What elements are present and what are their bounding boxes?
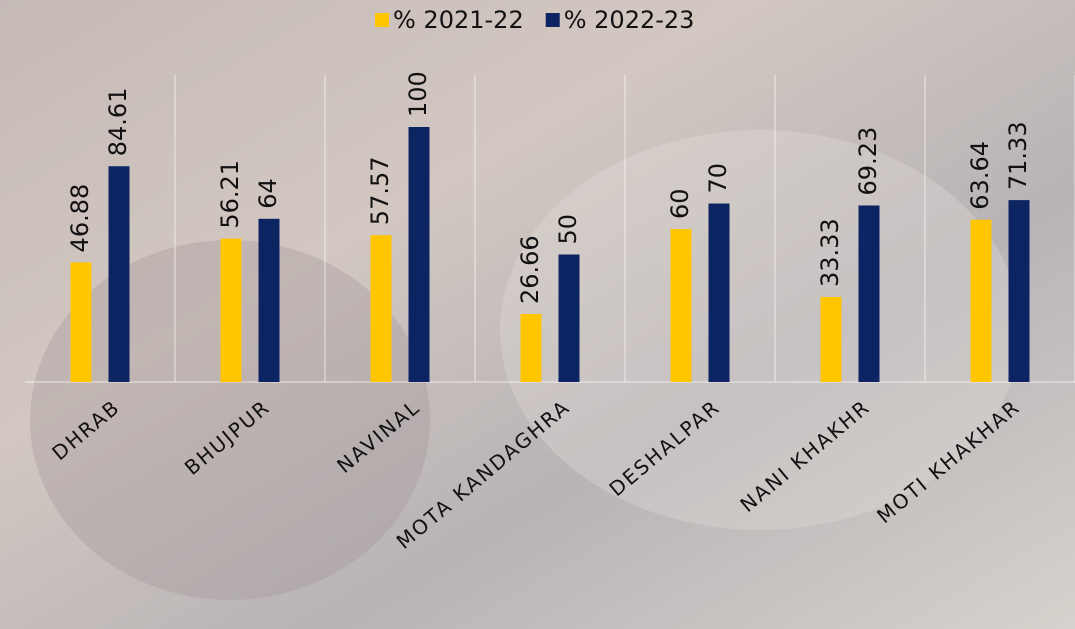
data-label: 50 (554, 214, 582, 245)
chart: % 2021-22% 2022-23 46.8884.61DHRAB56.216… (0, 0, 1075, 629)
data-label: 26.66 (516, 235, 544, 304)
bar (709, 204, 730, 383)
bar (559, 255, 580, 383)
legend-label: % 2021-22 (393, 6, 524, 34)
data-label: 69.23 (854, 127, 882, 196)
bar (259, 219, 280, 382)
data-label: 60 (666, 188, 694, 219)
bar (521, 314, 542, 382)
legend-swatch (546, 13, 560, 27)
bar (671, 229, 692, 382)
bar (221, 239, 242, 382)
page: {"chart_data": {"type": "bar", "categori… (0, 0, 1075, 629)
data-label: 33.33 (816, 218, 844, 287)
bar (859, 205, 880, 382)
data-label: 84.61 (104, 88, 132, 157)
data-label: 63.64 (966, 141, 994, 210)
bar (371, 235, 392, 382)
bar (821, 297, 842, 382)
data-label: 56.21 (216, 160, 244, 229)
legend-label: % 2022-23 (564, 6, 695, 34)
bar (971, 220, 992, 382)
bar (71, 262, 92, 382)
legend-swatch (375, 13, 389, 27)
data-label: 64 (254, 178, 282, 209)
data-label: 46.88 (66, 184, 94, 253)
bar (409, 127, 430, 382)
bar (1009, 200, 1030, 382)
data-label: 71.33 (1004, 121, 1032, 190)
data-label: 57.57 (366, 156, 394, 225)
data-label: 100 (404, 71, 432, 117)
data-label: 70 (704, 163, 732, 194)
bar (109, 166, 130, 382)
